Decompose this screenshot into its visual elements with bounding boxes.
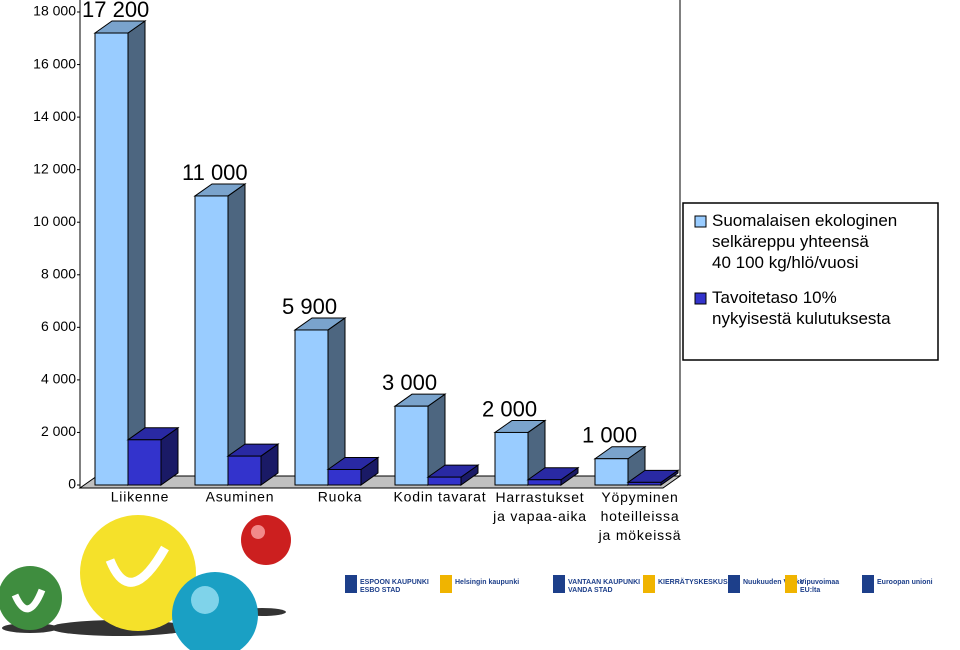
logo-mark xyxy=(862,575,874,593)
logo-mark xyxy=(440,575,452,593)
value-label: 3 000 xyxy=(382,370,437,395)
y-tick-label: 4 000 xyxy=(41,371,76,387)
x-tick-label: Liikenne xyxy=(111,489,170,505)
x-tick-label: Kodin tavarat xyxy=(394,489,487,505)
logo-text: VANTAAN KAUPUNKI VANDA STAD xyxy=(568,579,640,594)
y-tick-label: 16 000 xyxy=(33,55,76,71)
bar xyxy=(294,329,329,486)
y-tick-label: 8 000 xyxy=(41,265,76,281)
y-tick-label: 0 xyxy=(68,476,76,492)
bar xyxy=(627,481,662,486)
logo-mark xyxy=(785,575,797,593)
y-tick-label: 6 000 xyxy=(41,318,76,334)
bar xyxy=(194,195,229,486)
bar-side xyxy=(127,20,146,486)
x-tick-label: Asuminen xyxy=(206,489,275,505)
legend-box xyxy=(682,202,939,361)
y-tick-label: 2 000 xyxy=(41,423,76,439)
bar xyxy=(394,405,429,486)
logo-mark xyxy=(643,575,655,593)
legend-swatch xyxy=(694,215,707,228)
value-label: 11 000 xyxy=(182,160,248,185)
bar-side xyxy=(227,182,246,486)
y-tick-label: 18 000 xyxy=(33,3,76,19)
logo-mark xyxy=(345,575,357,593)
bar xyxy=(94,32,129,486)
x-tick-label: Ruoka xyxy=(318,489,362,505)
logo-mark xyxy=(728,575,740,593)
x-tick-label: Harrastukset ja vapaa-aika xyxy=(492,489,587,524)
value-label: 17 200 xyxy=(82,0,149,22)
legend-swatch xyxy=(694,292,707,305)
legend-label: Suomalaisen ekologinen selkäreppu yhteens… xyxy=(712,211,897,272)
bar xyxy=(127,439,162,486)
decorative-balls xyxy=(0,515,291,650)
bar xyxy=(494,431,529,486)
bar xyxy=(327,468,362,486)
bar xyxy=(227,455,262,486)
y-tick-label: 12 000 xyxy=(33,160,76,176)
logo-text: Nuukuuden Viikko xyxy=(743,579,804,586)
x-tick-label: Yöpyminen hoteilleissa ja mökeissä xyxy=(598,489,682,543)
logo-text: Euroopan unioni xyxy=(877,579,933,586)
logo-text: ESPOON KAUPUNKI ESBO STAD xyxy=(360,579,429,594)
logo-mark xyxy=(553,575,565,593)
legend-label: Tavoitetaso 10% nykyisestä kulutuksesta xyxy=(712,288,891,328)
logo-text: Helsingin kaupunki xyxy=(455,579,519,586)
y-tick-label: 14 000 xyxy=(33,108,76,124)
bar xyxy=(594,458,629,486)
value-label: 2 000 xyxy=(482,396,537,421)
value-label: 1 000 xyxy=(582,423,637,448)
value-label: 5 900 xyxy=(282,294,337,319)
bar xyxy=(527,479,562,486)
logo-text: Vipuvoimaa EU:lta xyxy=(800,579,839,594)
y-tick-label: 10 000 xyxy=(33,213,76,229)
logo-text: KIERRÄTYSKESKUS xyxy=(658,578,728,586)
bar xyxy=(427,476,462,486)
